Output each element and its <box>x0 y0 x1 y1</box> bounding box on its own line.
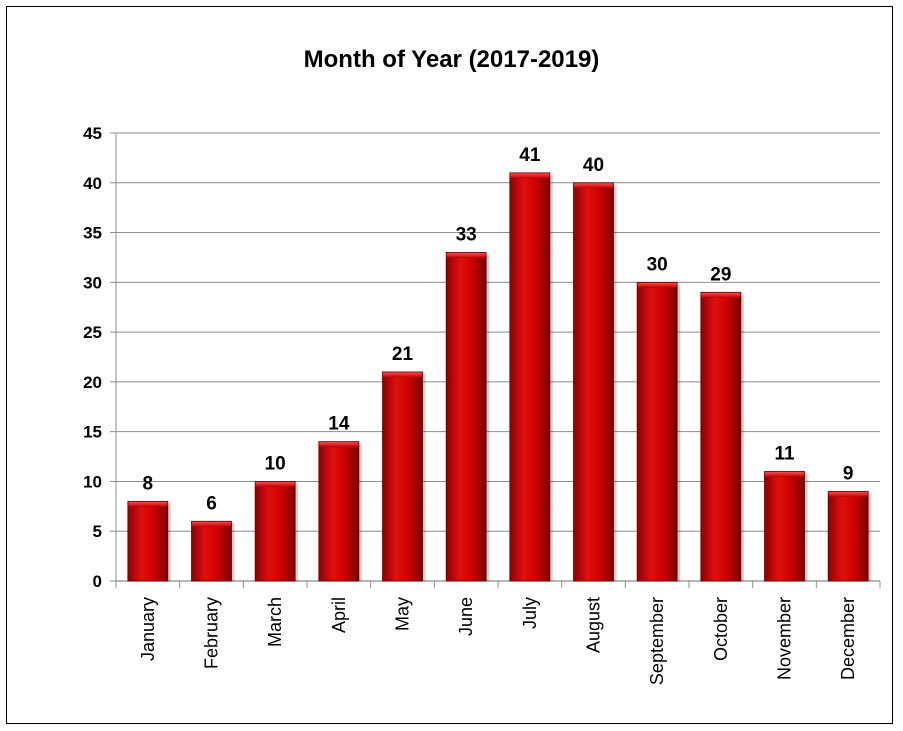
bar <box>382 371 426 582</box>
bar <box>127 500 171 582</box>
bar-body <box>254 481 296 582</box>
chart-title: Month of Year (2017-2019) <box>303 46 600 73</box>
bar <box>445 252 490 582</box>
bar-body <box>636 281 678 582</box>
data-label: 10 <box>265 453 286 474</box>
data-labels: 8 6 10 14 21 33 41 40 30 29 11 9 <box>143 145 854 514</box>
bar <box>764 471 808 582</box>
y-tick-label: 35 <box>83 224 102 243</box>
bar-body <box>764 471 805 582</box>
data-label: 8 <box>143 473 154 494</box>
y-tick-label: 0 <box>93 572 102 591</box>
y-tick-label: 40 <box>83 174 102 193</box>
data-label: 9 <box>843 463 854 484</box>
bar-cap <box>446 252 486 258</box>
bar-body <box>445 252 487 582</box>
bar <box>573 182 617 582</box>
data-label: 6 <box>206 493 217 514</box>
bar-body <box>318 441 360 582</box>
bar-cap <box>828 491 868 497</box>
gridlines <box>116 132 880 532</box>
x-tick-label: December <box>838 597 858 680</box>
bar-body <box>700 291 742 582</box>
y-tick-label: 25 <box>83 323 102 342</box>
bar-cap <box>765 471 804 477</box>
x-tick-labels: January February March April May June July Augu… <box>138 597 858 685</box>
y-tick-label: 20 <box>83 373 102 392</box>
bar-body <box>127 500 169 582</box>
bars <box>127 172 872 582</box>
bar-body <box>573 182 614 582</box>
y-tick-label: 30 <box>83 273 102 292</box>
data-label: 14 <box>328 414 350 435</box>
y-tick-label: 10 <box>83 472 102 491</box>
axes <box>110 132 881 588</box>
data-label: 21 <box>392 344 414 365</box>
y-tick-label: 45 <box>83 124 102 143</box>
x-tick-label: October <box>711 597 731 661</box>
data-label: 30 <box>647 254 668 275</box>
x-tick-label: January <box>138 597 158 661</box>
bar-cap <box>128 501 168 507</box>
x-tick-label: September <box>647 597 667 685</box>
bar-cap <box>319 442 359 448</box>
y-tick-label: 5 <box>93 522 102 541</box>
bar <box>509 172 553 582</box>
bar-cap <box>574 183 613 189</box>
data-label: 40 <box>583 155 604 176</box>
x-tick-label: June <box>456 597 476 636</box>
bar <box>700 291 744 582</box>
x-tick-label: August <box>584 597 604 653</box>
x-tick-label: November <box>775 597 795 680</box>
y-tick-label: 15 <box>83 423 102 442</box>
y-tick-labels: 0 5 10 15 20 25 30 35 40 45 <box>83 124 102 591</box>
bar-cap <box>255 481 295 487</box>
bar-body <box>191 520 232 582</box>
bar <box>254 481 299 582</box>
bar <box>827 490 872 582</box>
bar <box>636 281 681 582</box>
data-label: 33 <box>456 224 477 245</box>
bar-cap <box>637 282 677 288</box>
bar-body <box>382 371 423 582</box>
data-label: 11 <box>774 443 795 464</box>
x-tick-label: July <box>520 597 540 629</box>
data-label: 41 <box>519 145 541 166</box>
bar <box>318 441 362 582</box>
bar-cap <box>701 292 741 298</box>
bar <box>191 520 235 582</box>
x-tick-label: March <box>265 597 285 647</box>
bar-body <box>509 172 551 582</box>
x-tick-label: May <box>393 597 413 631</box>
bar-cap <box>192 521 231 527</box>
bar-cap <box>383 372 422 378</box>
bar-cap <box>510 173 550 179</box>
x-tick-label: February <box>202 597 222 669</box>
data-label: 29 <box>710 264 731 285</box>
bar-body <box>827 490 869 582</box>
x-tick-label: April <box>329 597 349 633</box>
